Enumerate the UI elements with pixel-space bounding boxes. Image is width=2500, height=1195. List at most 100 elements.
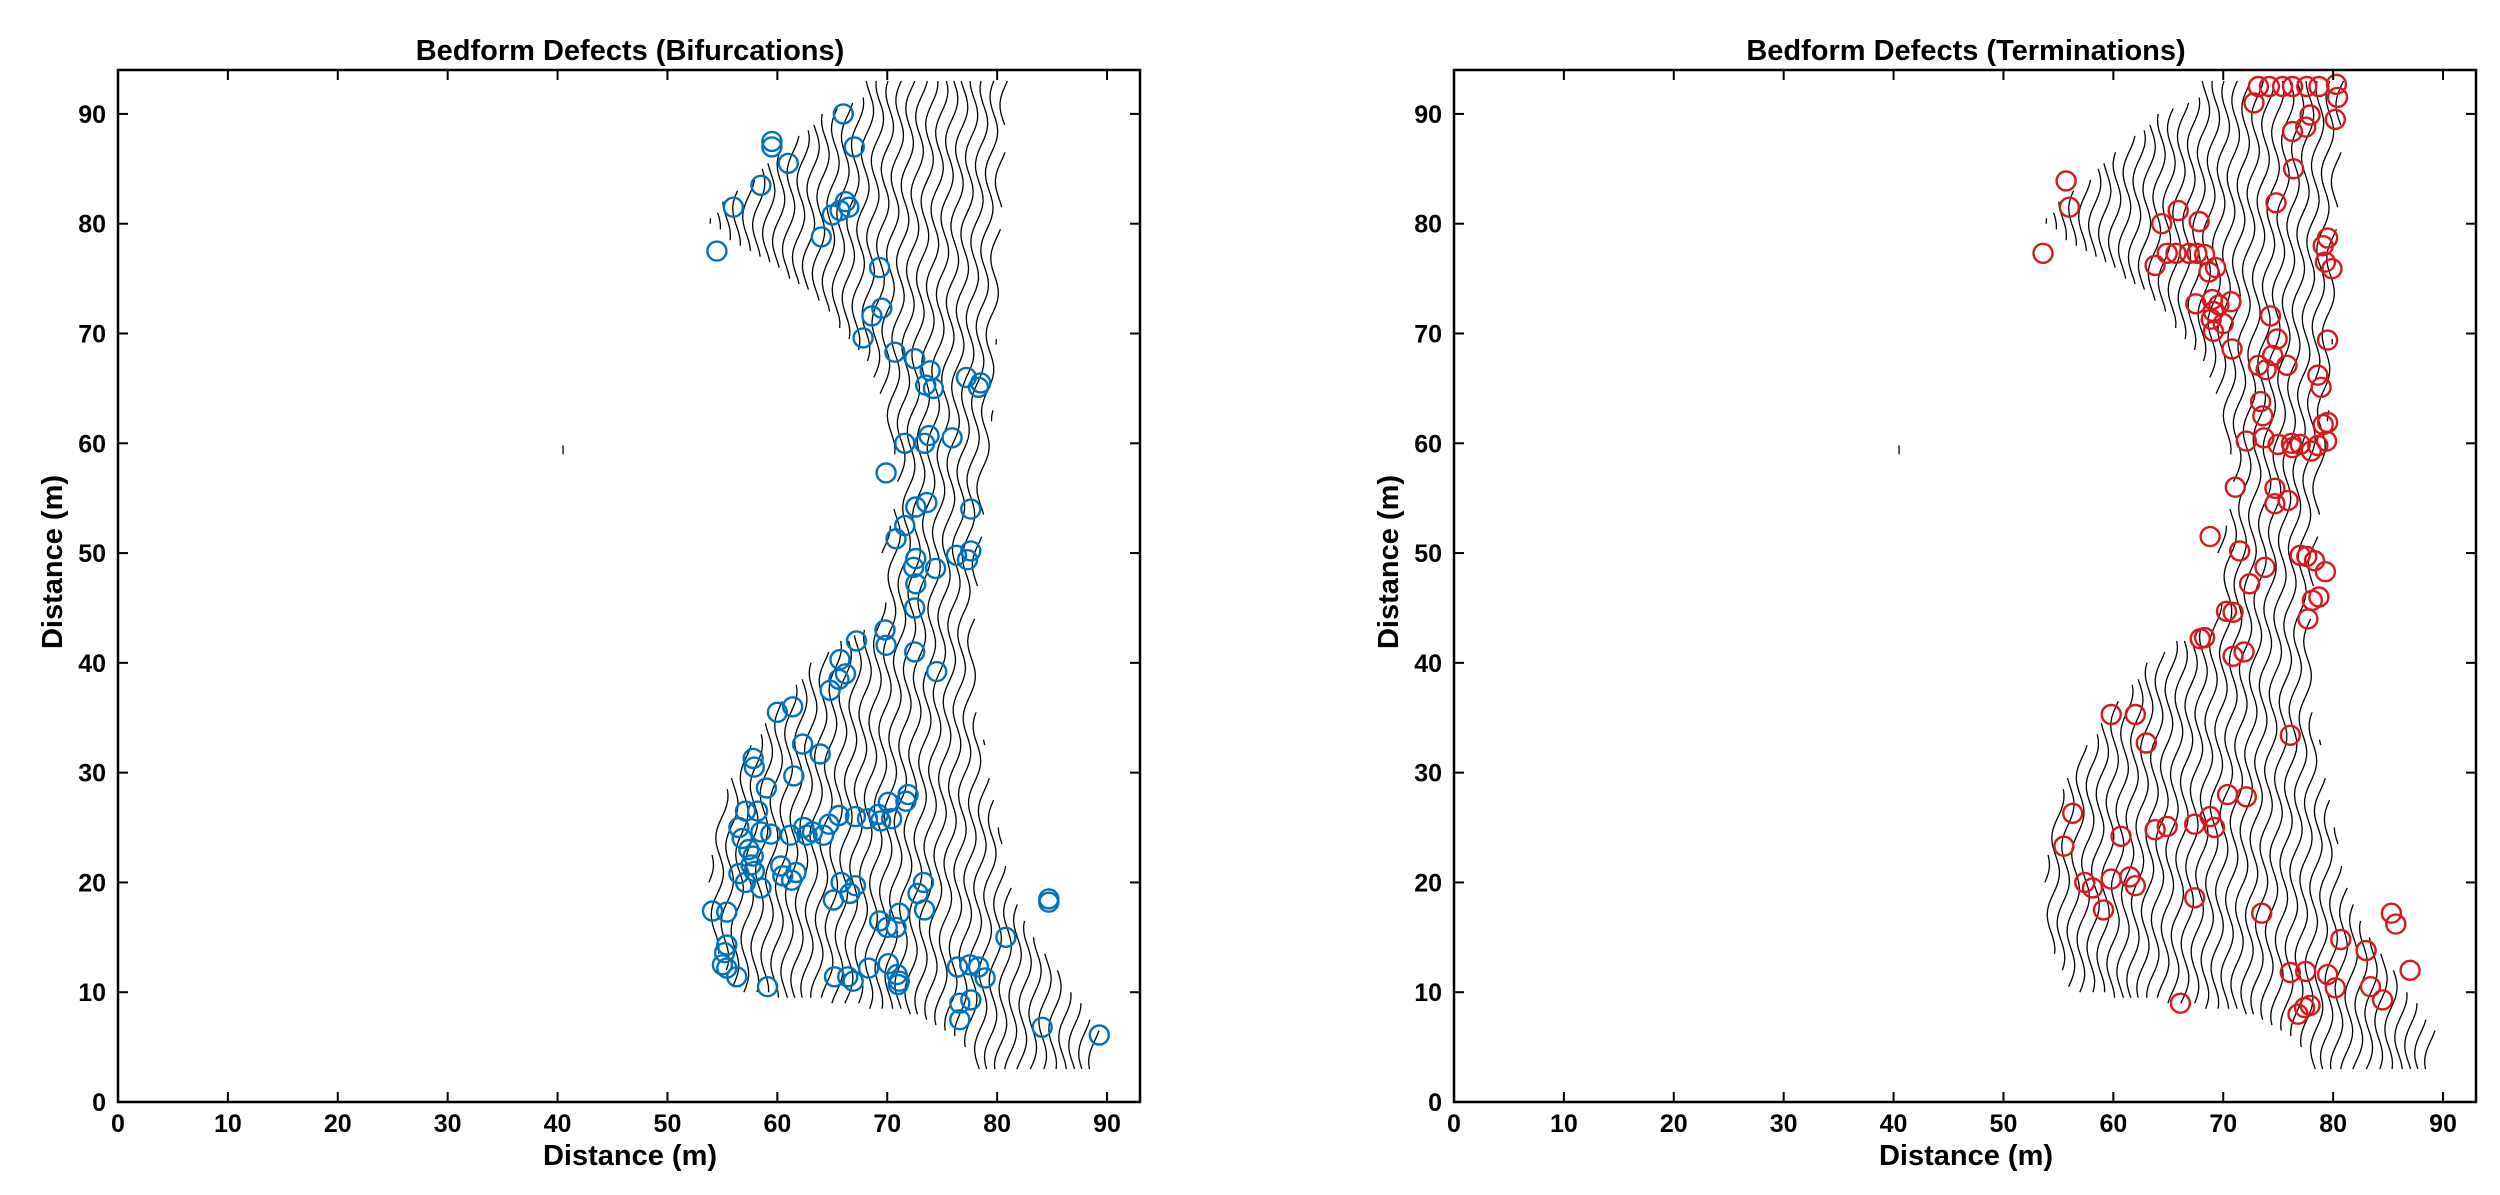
bifurcations-crest-line [708, 854, 715, 883]
terminations-defect-marker [2183, 887, 2206, 909]
bifurcations-defect-marker [918, 424, 940, 447]
terminations-x-tick-label: 40 [1880, 1110, 1908, 1138]
terminations-crest-line [2352, 920, 2368, 1070]
bifurcations-crest-line [1048, 970, 1062, 1070]
terminations-crest-line [2156, 640, 2188, 998]
terminations-x-tick-label: 0 [1447, 1110, 1461, 1138]
bifurcations-defect-marker [941, 427, 963, 449]
bifurcations-defect-marker [701, 900, 724, 922]
terminations-crest-line [2318, 739, 2322, 746]
bifurcations-defect-marker [796, 824, 818, 846]
bifurcations-crest-line [874, 80, 939, 1009]
terminations-defect-marker [2243, 92, 2265, 114]
bifurcations-defect-marker [812, 824, 835, 846]
terminations-crest-line [2414, 1019, 2427, 1070]
bifurcations-x-tick-label: 90 [1093, 1110, 1121, 1138]
terminations-defect-marker [2294, 116, 2317, 138]
bifurcations-defect-marker [974, 967, 996, 989]
terminations-x-tick-label: 70 [2209, 1110, 2237, 1138]
terminations-defect-marker [2312, 234, 2334, 257]
bifurcations-defect-marker [995, 926, 1017, 948]
terminations-defect-marker [2294, 960, 2317, 983]
terminations-defect-marker [2267, 433, 2289, 456]
bifurcations-defect-marker [711, 954, 734, 976]
bifurcations-crest-line [990, 410, 994, 422]
bifurcations-crest-line [820, 640, 852, 998]
bifurcations-crest-line [780, 679, 808, 998]
bifurcations-defect-marker [856, 808, 879, 830]
bifurcations-defect-marker [785, 861, 807, 884]
terminations-defect-marker [2156, 242, 2178, 265]
terminations-defect-marker [2124, 875, 2147, 897]
terminations-crest-line [2424, 1030, 2436, 1070]
bifurcations-defect-marker [912, 871, 935, 894]
terminations-y-tick-label: 80 [1414, 211, 1442, 239]
terminations-defect-marker [2324, 977, 2347, 999]
bifurcations-crest-line [896, 80, 929, 482]
terminations-defect-marker [2282, 158, 2305, 180]
terminations-defect-marker [2167, 199, 2189, 222]
terminations-crest-line [2190, 602, 2223, 1004]
bifurcations-defect-marker [877, 791, 899, 813]
terminations-y-tick-label: 70 [1414, 320, 1442, 348]
bifurcations-crest-line [751, 168, 766, 257]
bifurcations-y-tick-label: 20 [78, 869, 106, 897]
terminations-crest-line [2330, 152, 2342, 208]
terminations-defect-marker [2258, 75, 2281, 98]
terminations-defect-marker [2314, 561, 2337, 583]
terminations-defect-marker [2233, 641, 2255, 663]
bifurcations-defect-marker [722, 196, 745, 218]
bifurcations-crest-line [894, 80, 959, 1009]
bifurcations-defect-marker [750, 821, 772, 843]
terminations-crest-line [2319, 865, 2343, 1070]
bifurcations-title: Bedform Defects (Bifurcations) [416, 35, 845, 67]
bifurcations-defect-marker [888, 902, 910, 924]
bifurcations-crest-line [761, 163, 776, 263]
terminations-crest-line [2260, 80, 2325, 1020]
terminations-defect-marker [2314, 251, 2337, 273]
terminations-crest-line [2052, 212, 2058, 230]
terminations-crest-line [2312, 228, 2337, 515]
bifurcations-defect-marker [828, 804, 850, 827]
bifurcations-defect-marker [904, 348, 926, 370]
terminations-defect-marker [2271, 75, 2294, 98]
terminations-crest-line [2280, 618, 2312, 1031]
terminations-defect-marker [2279, 724, 2302, 746]
terminations-crest-line [2217, 525, 2228, 554]
terminations-crest-line [2147, 113, 2166, 301]
bifurcations-defect-marker [843, 136, 865, 158]
bifurcations-crest-line [831, 635, 862, 1004]
bifurcations-defect-marker [822, 889, 845, 911]
bifurcations-crest-line [973, 799, 997, 1070]
bifurcations-defect-marker [922, 377, 945, 400]
bifurcations-defect-marker [916, 491, 938, 514]
bifurcations-defect-marker [876, 916, 898, 939]
terminations-defect-marker [2150, 212, 2173, 235]
terminations-defect-marker [2238, 573, 2261, 595]
terminations-crest-line [2232, 80, 2265, 482]
terminations-defect-marker [2156, 815, 2178, 838]
bifurcations-defect-marker [949, 992, 971, 1014]
terminations-crest-line [2394, 992, 2408, 1070]
bifurcations-crest-line [944, 618, 976, 1031]
bifurcations-y-tick-label: 90 [78, 101, 106, 129]
bifurcations-defect-marker [870, 810, 892, 832]
terminations-crest-line [2068, 190, 2077, 246]
terminations-crest-line [2404, 1003, 2418, 1070]
terminations-defect-marker [2081, 877, 2104, 899]
bifurcations-defect-marker [766, 701, 789, 723]
bifurcations-crest-line [771, 152, 786, 268]
terminations-defect-marker [2310, 376, 2332, 398]
terminations-defect-marker [2224, 476, 2247, 498]
bifurcations-x-tick-label: 80 [983, 1110, 1011, 1138]
bifurcations-crest-line [1088, 1030, 1100, 1070]
terminations-crest-line [2126, 662, 2154, 998]
bifurcations-defect-marker [875, 462, 897, 484]
terminations-markers [2032, 73, 2421, 1025]
bifurcations-y-axis-label: Distance (m) [37, 475, 69, 649]
bifurcations-defect-marker [713, 942, 736, 964]
bifurcations-defect-marker [734, 871, 757, 894]
terminations-y-tick-label: 60 [1414, 430, 1442, 458]
terminations-defect-marker [2264, 477, 2286, 499]
terminations-defect-marker [2186, 242, 2208, 265]
